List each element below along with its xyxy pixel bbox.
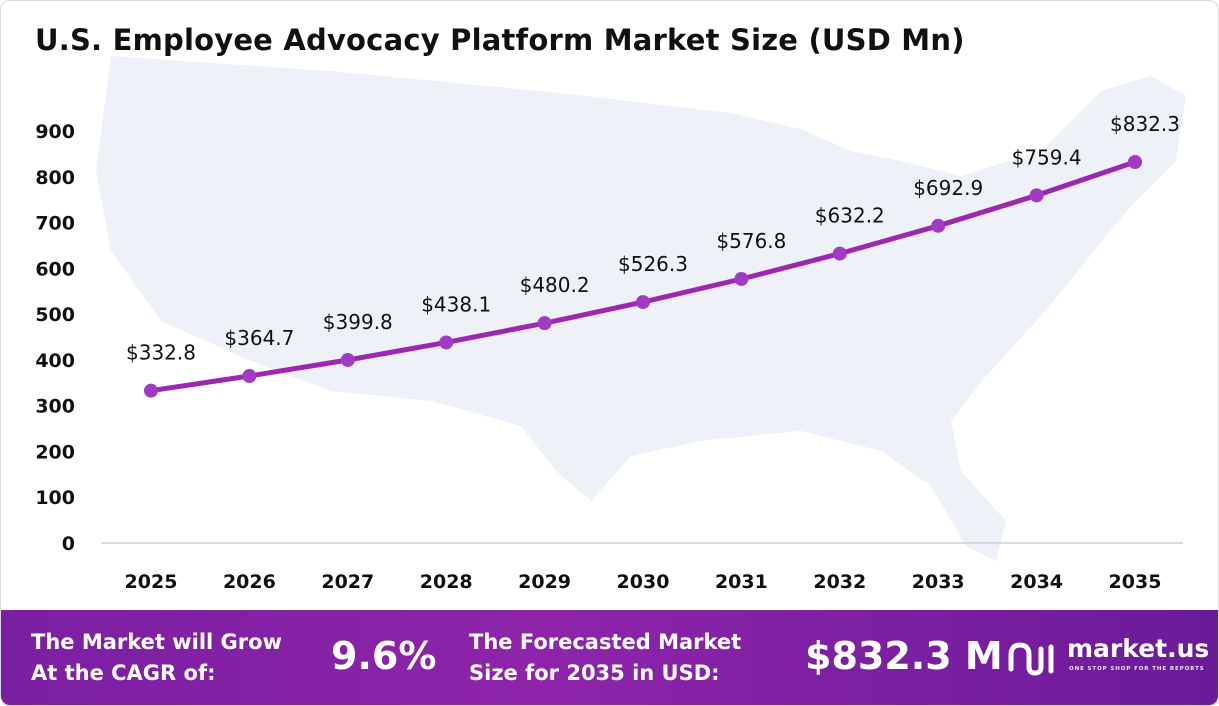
data-label: $832.3 [1110,112,1180,136]
chart-title: U.S. Employee Advocacy Platform Market S… [35,23,965,57]
y-tick-label: 600 [35,258,75,280]
data-label: $399.8 [323,310,393,334]
x-tick-label: 2026 [223,571,276,593]
y-tick-label: 700 [35,213,75,235]
logo-name: market.us [1067,634,1210,663]
y-tick-label: 300 [35,396,75,418]
forecast-value: $832.3 M [805,634,1003,678]
data-label: $364.7 [224,326,294,350]
data-point [832,246,847,261]
y-tick-label: 200 [35,441,75,463]
data-label: $332.8 [126,341,196,365]
y-tick-label: 900 [35,121,75,143]
cagr-value: 9.6% [331,634,437,678]
data-point [1128,154,1142,169]
data-point [144,383,158,398]
data-label: $480.2 [520,273,590,297]
x-tick-label: 2028 [420,571,473,593]
data-label: $692.9 [913,176,983,200]
data-label: $632.2 [815,204,885,228]
y-tick-label: 100 [35,487,75,509]
data-point [537,316,552,331]
cagr-caption: The Market will Grow At the CAGR of: [31,627,282,689]
data-point [242,369,257,384]
x-tick-label: 2027 [321,571,374,593]
data-point [340,352,355,367]
forecast-caption: The Forecasted Market Size for 2035 in U… [469,627,741,689]
data-label: $438.1 [421,292,491,316]
x-tick-label: 2032 [813,571,866,593]
data-point [734,271,749,286]
x-tick-label: 2033 [912,571,965,593]
x-tick-label: 2035 [1109,571,1162,593]
data-point [439,335,454,350]
x-tick-label: 2034 [1010,571,1063,593]
x-tick-label: 2029 [518,571,571,593]
forecast-caption-line1: The Forecasted Market [469,630,742,654]
footer-banner: The Market will Grow At the CAGR of: 9.6… [1,610,1218,705]
data-label: $526.3 [618,252,688,276]
cagr-caption-line1: The Market will Grow [31,630,282,654]
data-label: $576.8 [716,229,786,253]
y-tick-label: 0 [62,533,75,555]
y-tick-label: 400 [35,350,75,372]
data-point [636,295,650,310]
x-tick-label: 2025 [125,571,178,593]
y-tick-label: 800 [35,167,75,189]
x-tick-label: 2030 [617,571,670,593]
data-label: $759.4 [1012,145,1082,169]
cagr-caption-line2: At the CAGR of: [31,661,216,685]
x-tick-label: 2031 [715,571,768,593]
data-point [931,218,946,233]
market-us-logo-icon [1008,642,1054,676]
y-tick-label: 500 [35,304,75,326]
logo-tagline: ONE STOP SHOP FOR THE REPORTS [1069,666,1205,672]
data-point [1029,188,1044,203]
forecast-caption-line2: Size for 2035 in USD: [469,661,720,685]
